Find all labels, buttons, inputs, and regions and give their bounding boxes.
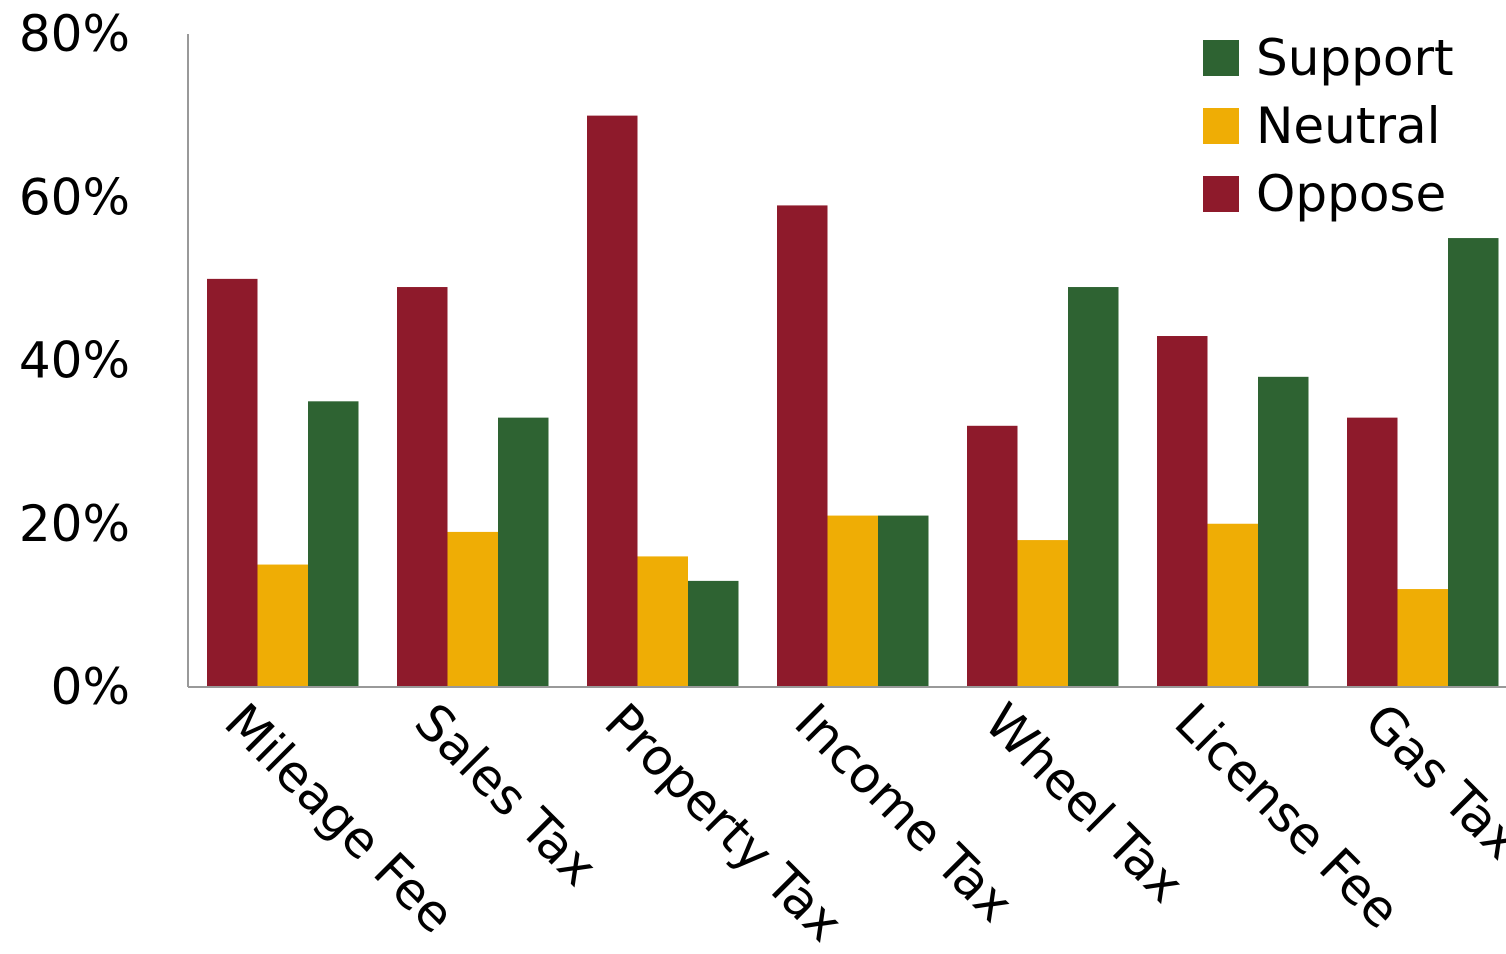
bar-neutral-wheel-tax bbox=[1017, 540, 1068, 687]
bar-oppose-wheel-tax bbox=[967, 425, 1018, 687]
bar-support-income-tax bbox=[878, 515, 929, 687]
legend-label-support: Support bbox=[1256, 29, 1454, 87]
legend-label-oppose: Oppose bbox=[1256, 165, 1446, 223]
legend-label-neutral: Neutral bbox=[1256, 97, 1441, 155]
y-tick-label: 60% bbox=[19, 168, 130, 226]
bar-support-mileage-fee bbox=[308, 401, 359, 687]
bar-neutral-mileage-fee bbox=[257, 564, 308, 687]
bar-oppose-license-fee bbox=[1157, 336, 1208, 687]
bar-oppose-property-tax bbox=[587, 115, 638, 687]
y-tick-label: 0% bbox=[51, 658, 130, 716]
bar-oppose-income-tax bbox=[777, 205, 828, 687]
bar-neutral-sales-tax bbox=[447, 531, 498, 687]
bars bbox=[207, 115, 1499, 687]
bar-support-sales-tax bbox=[498, 417, 549, 687]
bar-support-property-tax bbox=[688, 580, 739, 687]
x-tick-label: Sales Tax bbox=[404, 692, 609, 897]
bar-neutral-property-tax bbox=[637, 556, 688, 687]
y-axis-ticks: 0% 20% 40% 60% 80% bbox=[19, 5, 130, 716]
bar-oppose-gas-tax bbox=[1347, 417, 1398, 687]
bar-neutral-gas-tax bbox=[1397, 589, 1448, 687]
bar-support-gas-tax bbox=[1448, 238, 1499, 687]
legend-swatch-oppose bbox=[1203, 176, 1239, 212]
legend: Support Neutral Oppose bbox=[1203, 29, 1454, 223]
bar-oppose-sales-tax bbox=[397, 287, 448, 687]
y-tick-label: 20% bbox=[19, 495, 130, 553]
legend-swatch-support bbox=[1203, 40, 1239, 76]
y-tick-label: 40% bbox=[19, 332, 130, 390]
y-tick-label: 80% bbox=[19, 5, 130, 63]
bar-support-wheel-tax bbox=[1068, 287, 1119, 687]
x-tick-label: Gas Tax bbox=[1354, 692, 1506, 870]
legend-swatch-neutral bbox=[1203, 108, 1239, 144]
bar-neutral-license-fee bbox=[1207, 523, 1258, 687]
bar-neutral-income-tax bbox=[827, 515, 878, 687]
bar-support-license-fee bbox=[1258, 376, 1309, 687]
bar-oppose-mileage-fee bbox=[207, 278, 258, 687]
